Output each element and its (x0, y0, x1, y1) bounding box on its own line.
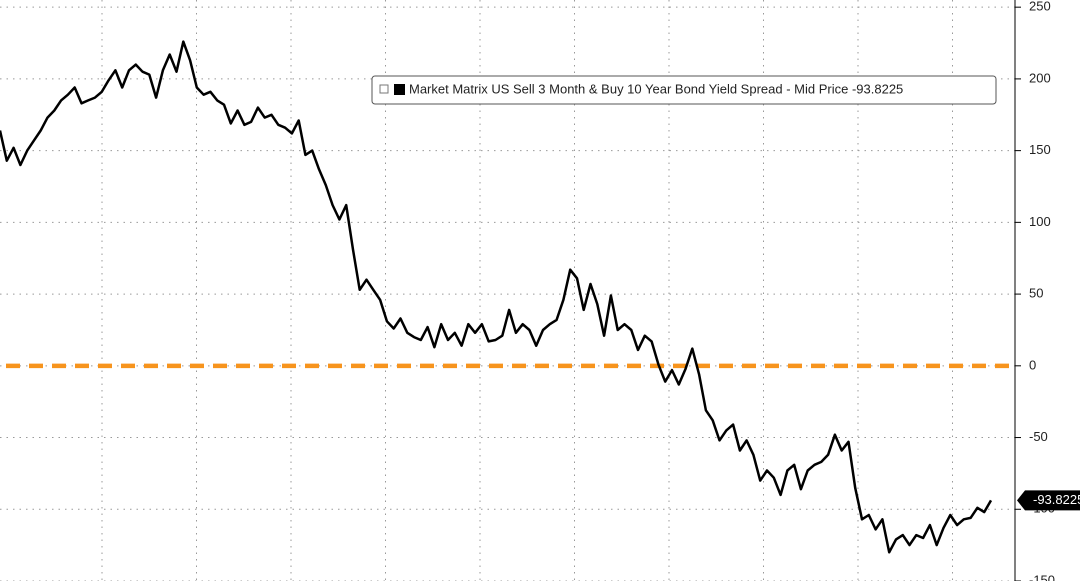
legend-swatch (394, 84, 405, 95)
y-tick-label: 250 (1029, 0, 1051, 14)
y-tick-label: 100 (1029, 214, 1051, 229)
y-tick-label: 150 (1029, 142, 1051, 157)
legend-expand-icon (379, 84, 389, 94)
y-tick-label: 50 (1029, 286, 1043, 301)
y-tick-label: -50 (1029, 429, 1048, 444)
last-value-label: -93.8225 (1033, 492, 1080, 507)
legend: Market Matrix US Sell 3 Month & Buy 10 Y… (371, 75, 997, 105)
legend-label: Market Matrix US Sell 3 Month & Buy 10 Y… (409, 82, 903, 97)
y-tick-label: -150 (1029, 572, 1055, 581)
y-tick-label: 200 (1029, 70, 1051, 85)
series-line (0, 40, 993, 554)
last-value-tag (1017, 490, 1080, 511)
y-tick-label: 0 (1029, 357, 1036, 372)
legend-last-value: -93.8225 (852, 82, 903, 97)
legend-series-name: Market Matrix US Sell 3 Month & Buy 10 Y… (409, 82, 848, 97)
legend-box (371, 75, 997, 105)
